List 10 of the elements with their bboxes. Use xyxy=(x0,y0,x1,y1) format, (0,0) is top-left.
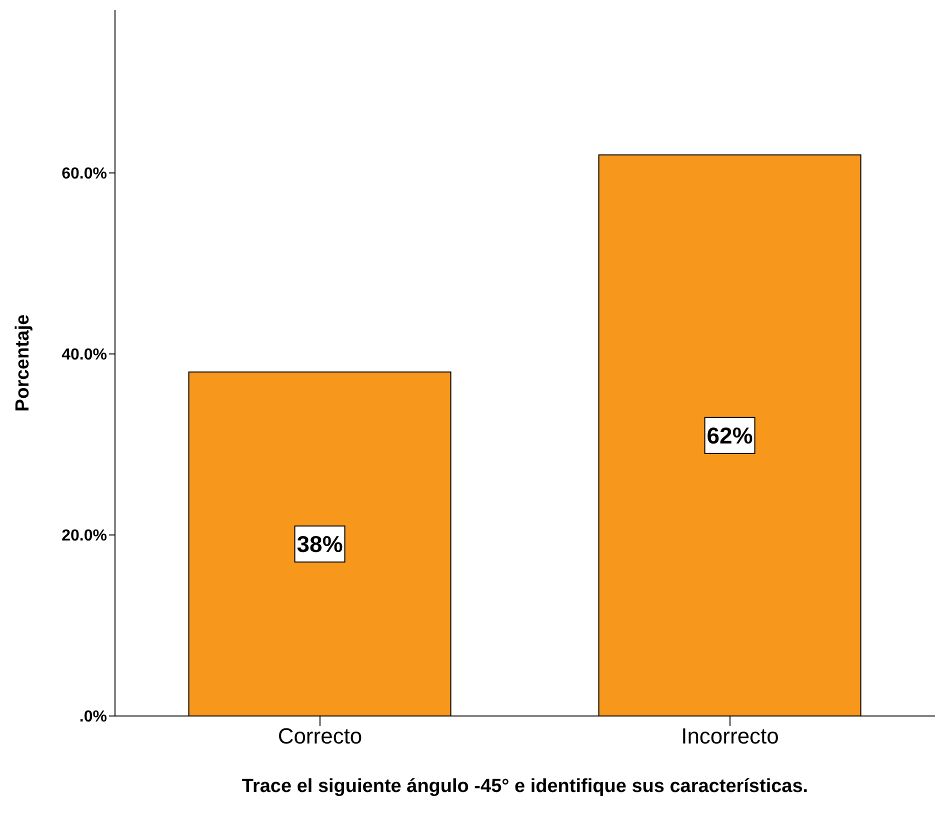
x-tick-label: Correcto xyxy=(278,724,362,749)
y-tick-label: 60.0% xyxy=(62,166,107,183)
data-label: 38% xyxy=(296,531,343,558)
y-tick-label: .0% xyxy=(79,708,107,726)
x-tick-label: Incorrecto xyxy=(681,724,779,749)
data-label: 62% xyxy=(706,422,753,448)
y-tick-label: 20.0% xyxy=(62,528,107,545)
y-tick-label: 40.0% xyxy=(62,346,107,364)
y-axis-title: Porcentaje xyxy=(12,314,34,412)
x-axis-title: Trace el siguiente ángulo -45° e identifique sus características. xyxy=(242,776,808,797)
